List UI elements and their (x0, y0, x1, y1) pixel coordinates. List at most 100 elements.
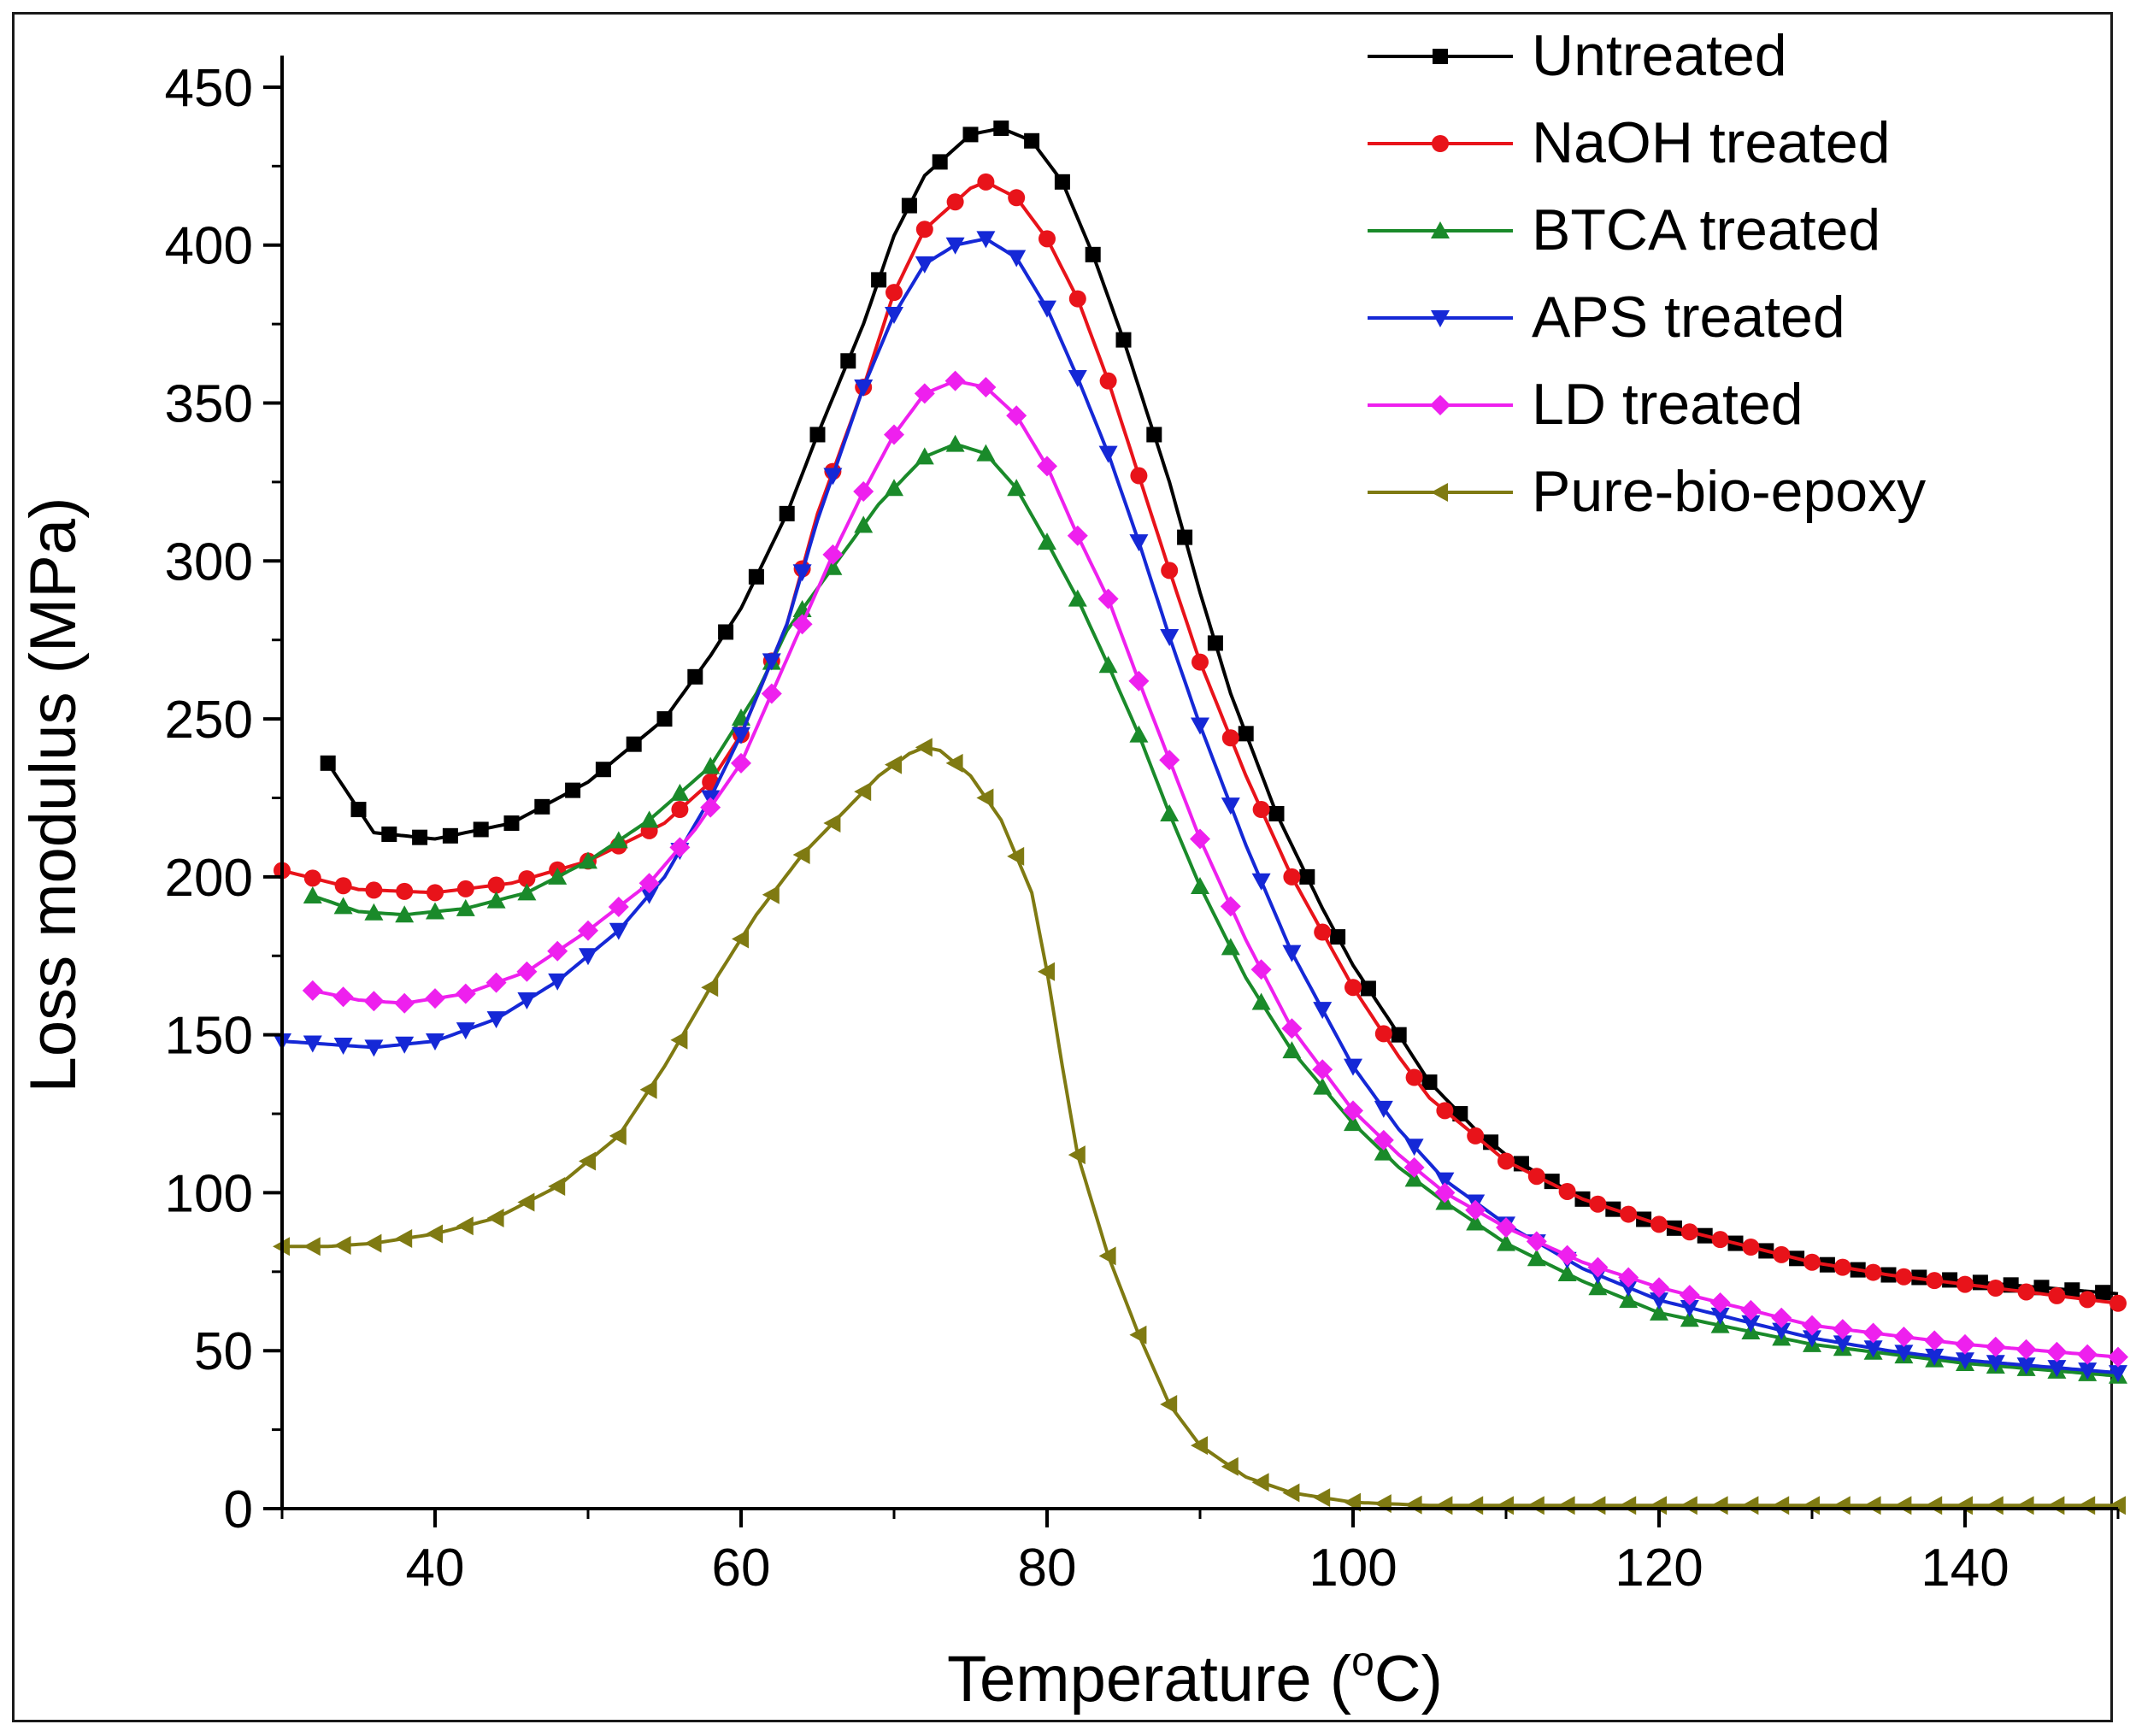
data-point (1587, 1256, 1609, 1278)
data-point (1452, 1106, 1468, 1122)
series-line (312, 442, 2119, 1378)
data-point (1391, 1027, 1407, 1043)
data-point (334, 877, 352, 895)
data-point (1926, 1272, 1944, 1290)
data-point (1405, 1068, 1423, 1086)
data-point (426, 902, 444, 920)
data-point (1711, 1231, 1729, 1249)
data-point (885, 307, 903, 325)
data-point (871, 272, 887, 288)
data-point (669, 837, 691, 858)
data-point (1251, 873, 1271, 891)
data-point (547, 940, 568, 962)
data-point (761, 683, 782, 704)
data-point (364, 903, 384, 921)
data-point (1404, 1495, 1422, 1515)
data-point (364, 1233, 382, 1253)
data-point (700, 797, 721, 818)
data-point (884, 424, 904, 445)
data-point (579, 1151, 596, 1171)
data-point (1404, 1139, 1424, 1156)
data-point (945, 434, 965, 452)
data-point (2109, 1365, 2127, 1383)
data-point (1649, 1277, 1669, 1298)
x-axis-label-suffix: C) (1374, 1643, 1443, 1715)
data-point (456, 898, 475, 916)
y-tick-label: 450 (165, 59, 253, 118)
series-pure-bio-epoxy (273, 738, 2126, 1515)
data-point (1650, 1292, 1668, 1310)
data-point (1268, 805, 1285, 821)
data-point (1680, 1309, 1699, 1327)
data-point (975, 377, 997, 398)
data-point (823, 468, 843, 485)
data-point (822, 544, 844, 565)
data-point (1465, 1199, 1486, 1221)
data-point (1740, 1299, 1762, 1321)
legend-label: Pure-bio-epoxy (1532, 459, 1926, 524)
data-point (1404, 1169, 1424, 1187)
data-point (609, 1126, 627, 1145)
data-point (1190, 828, 1210, 850)
data-point (1803, 1330, 1821, 1348)
data-point (456, 880, 474, 897)
data-point (595, 762, 611, 778)
series-line (281, 237, 2119, 1375)
y-tick-label: 200 (165, 849, 253, 908)
data-point (1038, 962, 1055, 981)
data-point (639, 810, 659, 828)
data-point (456, 1022, 475, 1040)
data-point (1344, 979, 1362, 997)
data-point (518, 870, 536, 888)
data-point (1373, 1129, 1394, 1150)
data-point (885, 479, 903, 497)
data-point (1068, 290, 1086, 308)
data-point (302, 980, 323, 1001)
y-axis-label: Loss modulus (MPa) (17, 497, 90, 1093)
data-point (1282, 1483, 1300, 1503)
data-point (687, 668, 703, 685)
data-point (1741, 1496, 1759, 1515)
data-point (976, 231, 996, 249)
data-point (1619, 1496, 1637, 1515)
data-point (1024, 132, 1040, 149)
data-point (303, 1237, 321, 1256)
data-point (1893, 1326, 1915, 1347)
data-point (1986, 1355, 2005, 1373)
data-point (1497, 1152, 1515, 1170)
data-point (1191, 876, 1209, 894)
data-point (823, 557, 843, 575)
data-point (1191, 717, 1209, 735)
x-tick-label: 120 (1615, 1539, 1703, 1598)
data-point (350, 802, 367, 818)
data-point (1098, 445, 1118, 463)
data-point (976, 788, 994, 808)
y-tick-label: 0 (224, 1480, 253, 1539)
data-point (779, 505, 795, 521)
legend-item: LD treated (1368, 372, 1803, 437)
data-point (1085, 246, 1101, 262)
data-point (1207, 635, 1223, 651)
data-point (517, 1192, 535, 1212)
data-point (1924, 1330, 1945, 1351)
series-line (282, 745, 2118, 1508)
data-point (1435, 1496, 1453, 1515)
data-point (578, 920, 598, 941)
data-point (1833, 1258, 1851, 1276)
data-point (1832, 1319, 1853, 1340)
data-point (1299, 868, 1315, 885)
data-point (809, 427, 826, 443)
data-point (1314, 923, 1332, 941)
data-point (1161, 562, 1179, 580)
data-point (1191, 1436, 1208, 1456)
data-point (2109, 1496, 2126, 1515)
data-point (364, 1039, 384, 1057)
data-point (1956, 1352, 1974, 1370)
data-point (946, 193, 964, 211)
data-point (1710, 1307, 1730, 1325)
y-tick-label: 150 (165, 1007, 253, 1066)
data-point (486, 891, 506, 909)
data-point (1526, 1231, 1547, 1252)
data-point (1343, 1100, 1363, 1121)
